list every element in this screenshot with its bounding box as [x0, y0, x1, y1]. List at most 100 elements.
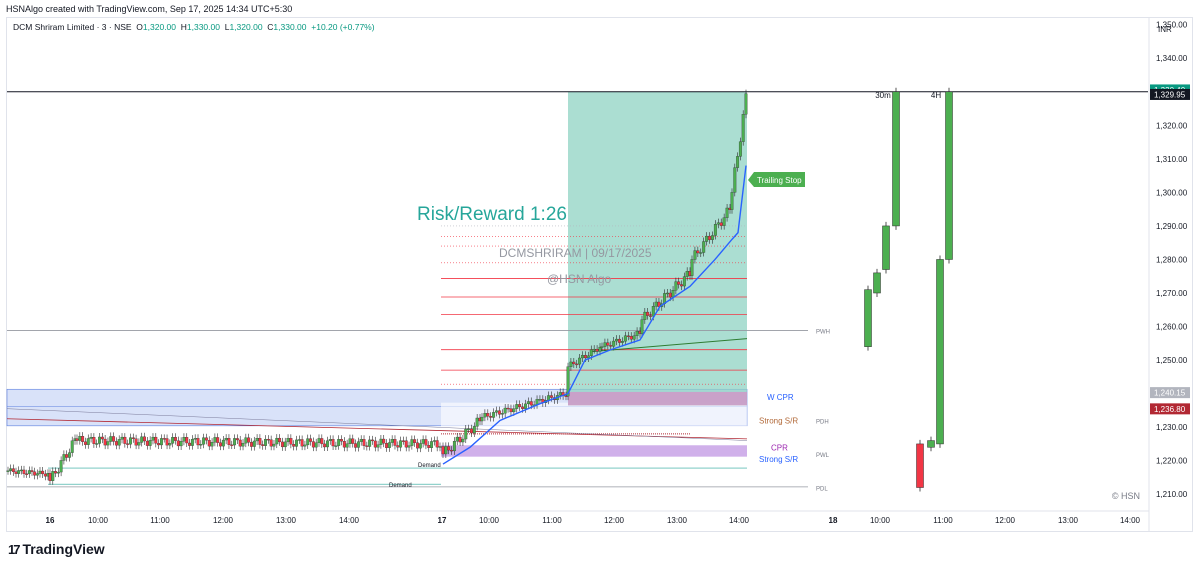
symbol-name[interactable]: DCM Shriram Limited · 3 · NSE: [13, 22, 132, 32]
candle: [626, 335, 630, 337]
candle: [483, 413, 487, 418]
candle: [725, 207, 729, 218]
candle: [598, 346, 602, 352]
candle: [654, 301, 658, 307]
candle: [407, 445, 411, 448]
candle: [162, 438, 166, 440]
candle: [589, 349, 593, 356]
candle: [581, 355, 584, 359]
symbol-legend: DCM Shriram Limited · 3 · NSE O1,320.00 …: [13, 22, 375, 32]
candle: [526, 401, 530, 405]
candle: [22, 469, 26, 474]
candle: [447, 446, 451, 451]
candle: [154, 436, 158, 444]
candle: [489, 416, 493, 418]
x-tick-label: 13:00: [276, 516, 297, 525]
candle: [461, 438, 465, 443]
candle: [27, 470, 31, 474]
candle: [438, 446, 442, 448]
candle: [62, 454, 66, 461]
candle: [682, 276, 686, 287]
candle: [78, 436, 82, 441]
candle: [690, 259, 694, 276]
price-tag: [1150, 88, 1190, 100]
candle: [320, 438, 324, 445]
x-tick-label: 10:00: [479, 516, 500, 525]
candle: [98, 436, 101, 444]
candle: [233, 438, 237, 446]
candle: [509, 408, 513, 413]
candle: [230, 444, 234, 446]
watermark-author: @HSN Algo: [547, 272, 612, 286]
y-tick-label: 1,290.00: [1156, 222, 1188, 231]
low-value: 1,320.00: [229, 22, 263, 32]
candle: [109, 436, 113, 442]
candle: [569, 361, 573, 367]
candle: [373, 440, 377, 448]
price-tag: [1150, 387, 1190, 399]
candle: [188, 442, 192, 446]
candle: [730, 192, 734, 210]
y-tick-label: 1,250.00: [1156, 356, 1188, 365]
x-tick-label: 18: [829, 516, 838, 525]
candle: [252, 440, 256, 447]
candle: [137, 442, 141, 446]
watermark-ticker: DCMSHRIRAM | 09/17/2025: [499, 246, 652, 260]
candle: [81, 436, 85, 442]
candle: [651, 306, 655, 317]
candle: [606, 342, 610, 346]
candle: [261, 444, 265, 446]
y-tick-label: 1,220.00: [1156, 457, 1188, 466]
candle: [643, 311, 647, 320]
candle: [331, 439, 335, 447]
candle: [455, 436, 459, 442]
candle: [538, 399, 542, 401]
candle: [693, 250, 697, 260]
candle: [283, 441, 287, 448]
candle: [86, 438, 90, 445]
y-tick-label: 1,230.00: [1156, 423, 1188, 432]
candle: [646, 311, 650, 316]
candle: [204, 437, 208, 441]
htf-candle: [892, 91, 900, 227]
candle: [266, 438, 270, 441]
pwl-label: PWL: [816, 453, 830, 459]
candle: [368, 439, 372, 447]
candle: [458, 436, 462, 443]
candle: [612, 340, 616, 347]
candle: [143, 436, 146, 442]
candle: [14, 471, 18, 474]
candle: [427, 445, 431, 448]
candle: [472, 426, 476, 434]
candle: [435, 440, 439, 448]
candle: [470, 428, 473, 434]
candle: [289, 438, 293, 445]
open-value: 1,320.00: [142, 22, 177, 32]
chart-created-caption: HSNAlgo created with TradingView.com, Se…: [6, 4, 293, 14]
candle: [385, 443, 388, 448]
x-tick-label: 17: [438, 516, 447, 525]
candle: [492, 412, 496, 418]
candle: [618, 338, 621, 343]
candle: [342, 441, 346, 448]
candle: [674, 281, 678, 291]
candle: [25, 473, 29, 475]
candle: [744, 93, 748, 115]
candle: [258, 438, 262, 445]
candle: [480, 416, 484, 422]
candle: [550, 395, 553, 398]
htf-candle: [864, 289, 872, 347]
x-tick-label: 13:00: [1058, 516, 1079, 525]
candle: [95, 443, 99, 445]
candle: [280, 441, 284, 448]
candle: [92, 437, 96, 444]
candle: [303, 444, 307, 447]
candle: [295, 439, 298, 447]
candle: [711, 235, 714, 240]
demand-label-2: Demand: [389, 483, 412, 489]
candle: [213, 437, 217, 443]
candle: [207, 440, 211, 447]
candle: [629, 336, 633, 340]
candle: [444, 446, 448, 455]
